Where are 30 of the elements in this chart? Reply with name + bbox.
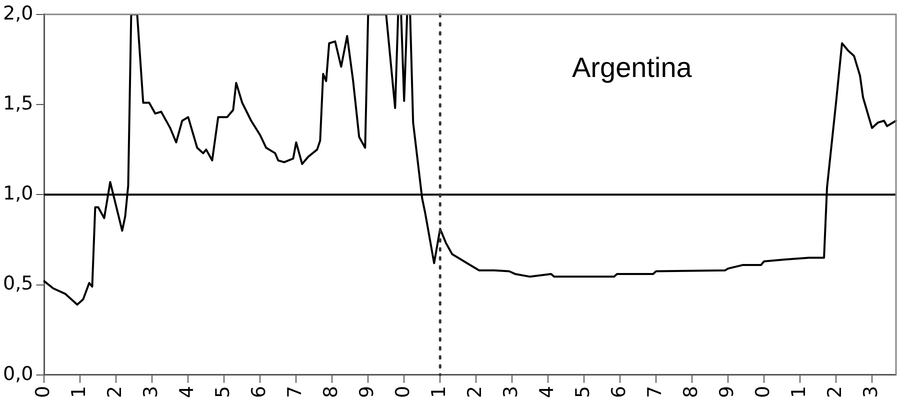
x-tick-label: 2 (464, 386, 486, 398)
x-tick-label: 9 (716, 386, 738, 398)
y-tick-label: 1,5 (3, 92, 34, 114)
x-tick-label: 9 (356, 386, 378, 398)
x-tick-label: 1 (68, 386, 90, 398)
x-tick-label: 1 (788, 386, 810, 398)
x-tick-label: 3 (500, 386, 522, 398)
x-tick-label: 7 (644, 386, 666, 398)
x-tick-label: 2 (104, 386, 126, 398)
x-tick-label: 6 (248, 386, 270, 398)
annotation: Argentina (572, 52, 692, 84)
x-tick-label: 3 (140, 386, 162, 398)
x-tick-label: 0 (752, 386, 774, 398)
x-tick-label: 3 (860, 386, 882, 398)
x-tick-label: 0 (392, 386, 414, 398)
x-tick-label: 6 (608, 386, 630, 398)
x-tick-label: 8 (680, 386, 702, 398)
x-tick-label: 8 (320, 386, 342, 398)
x-tick-label: 4 (536, 386, 558, 398)
y-tick-label: 0,0 (3, 362, 34, 385)
y-tick-label: 0,5 (3, 272, 34, 295)
x-tick-label: 7 (284, 386, 306, 398)
x-tick-label: 0 (32, 386, 54, 398)
x-tick-label: 2 (824, 386, 846, 398)
x-tick-label: 5 (212, 386, 234, 398)
y-tick-label: 2,0 (3, 2, 34, 24)
x-tick-label: 5 (572, 386, 594, 398)
x-tick-label: 1 (428, 386, 450, 398)
x-tick-label: 4 (176, 386, 198, 398)
y-tick-label: 1,0 (3, 182, 34, 205)
